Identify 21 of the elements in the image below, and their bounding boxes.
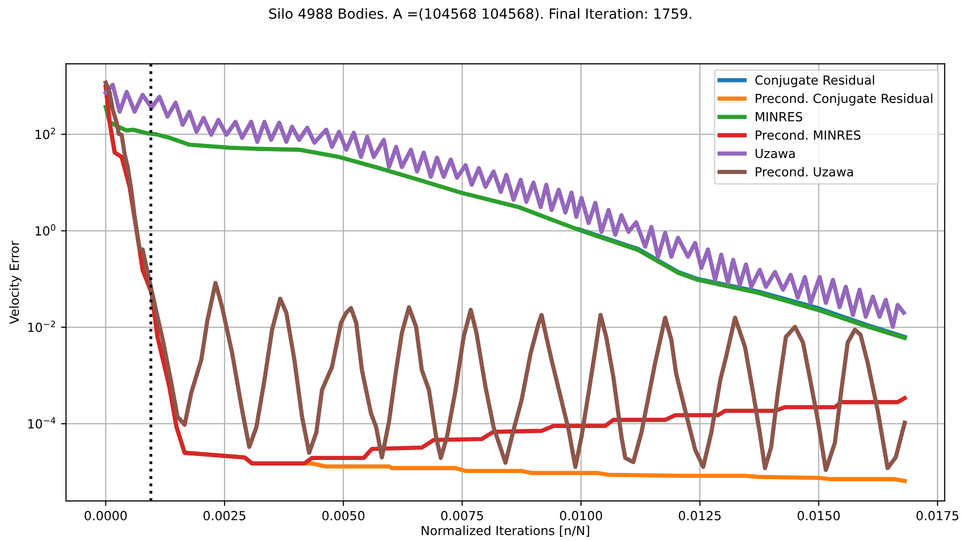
legend-label: MINRES <box>756 112 802 122</box>
legend-label: Uzawa <box>756 148 795 158</box>
legend-label: Precond. Conjugate Residual <box>756 93 932 106</box>
y-tick-label: 10$^{0}$ <box>36 224 56 236</box>
x-tick-label: 0.0025 <box>203 510 246 520</box>
x-tick-label: 0.0075 <box>441 510 483 520</box>
x-tick-label: 0.0000 <box>84 510 127 520</box>
x-tick-label: 0.0125 <box>678 510 721 520</box>
legend-label: Conjugate Residual <box>755 75 874 88</box>
y-tick-label: 10$^{2}$ <box>36 128 56 140</box>
x-tick-label: 0.0175 <box>916 510 958 520</box>
legend-label: Precond. Uzawa <box>756 166 853 176</box>
y-tick-label: 10$^{−2}$ <box>28 320 55 332</box>
x-tick-label: 0.0050 <box>322 510 364 520</box>
chart-title: Silo 4988 Bodies. A =(104568 104568). Final Iteration: 1759. <box>269 8 692 20</box>
x-tick-label: 0.0150 <box>798 510 840 520</box>
x-tick-label: 0.0100 <box>560 510 602 520</box>
legend-label: Precond. MINRES <box>756 130 860 140</box>
x-axis-title: Normalized Iterations [n/N] <box>422 526 590 537</box>
y-tick-label: 10$^{−4}$ <box>28 417 56 429</box>
y-axis-title: Velocity Error <box>9 240 22 324</box>
